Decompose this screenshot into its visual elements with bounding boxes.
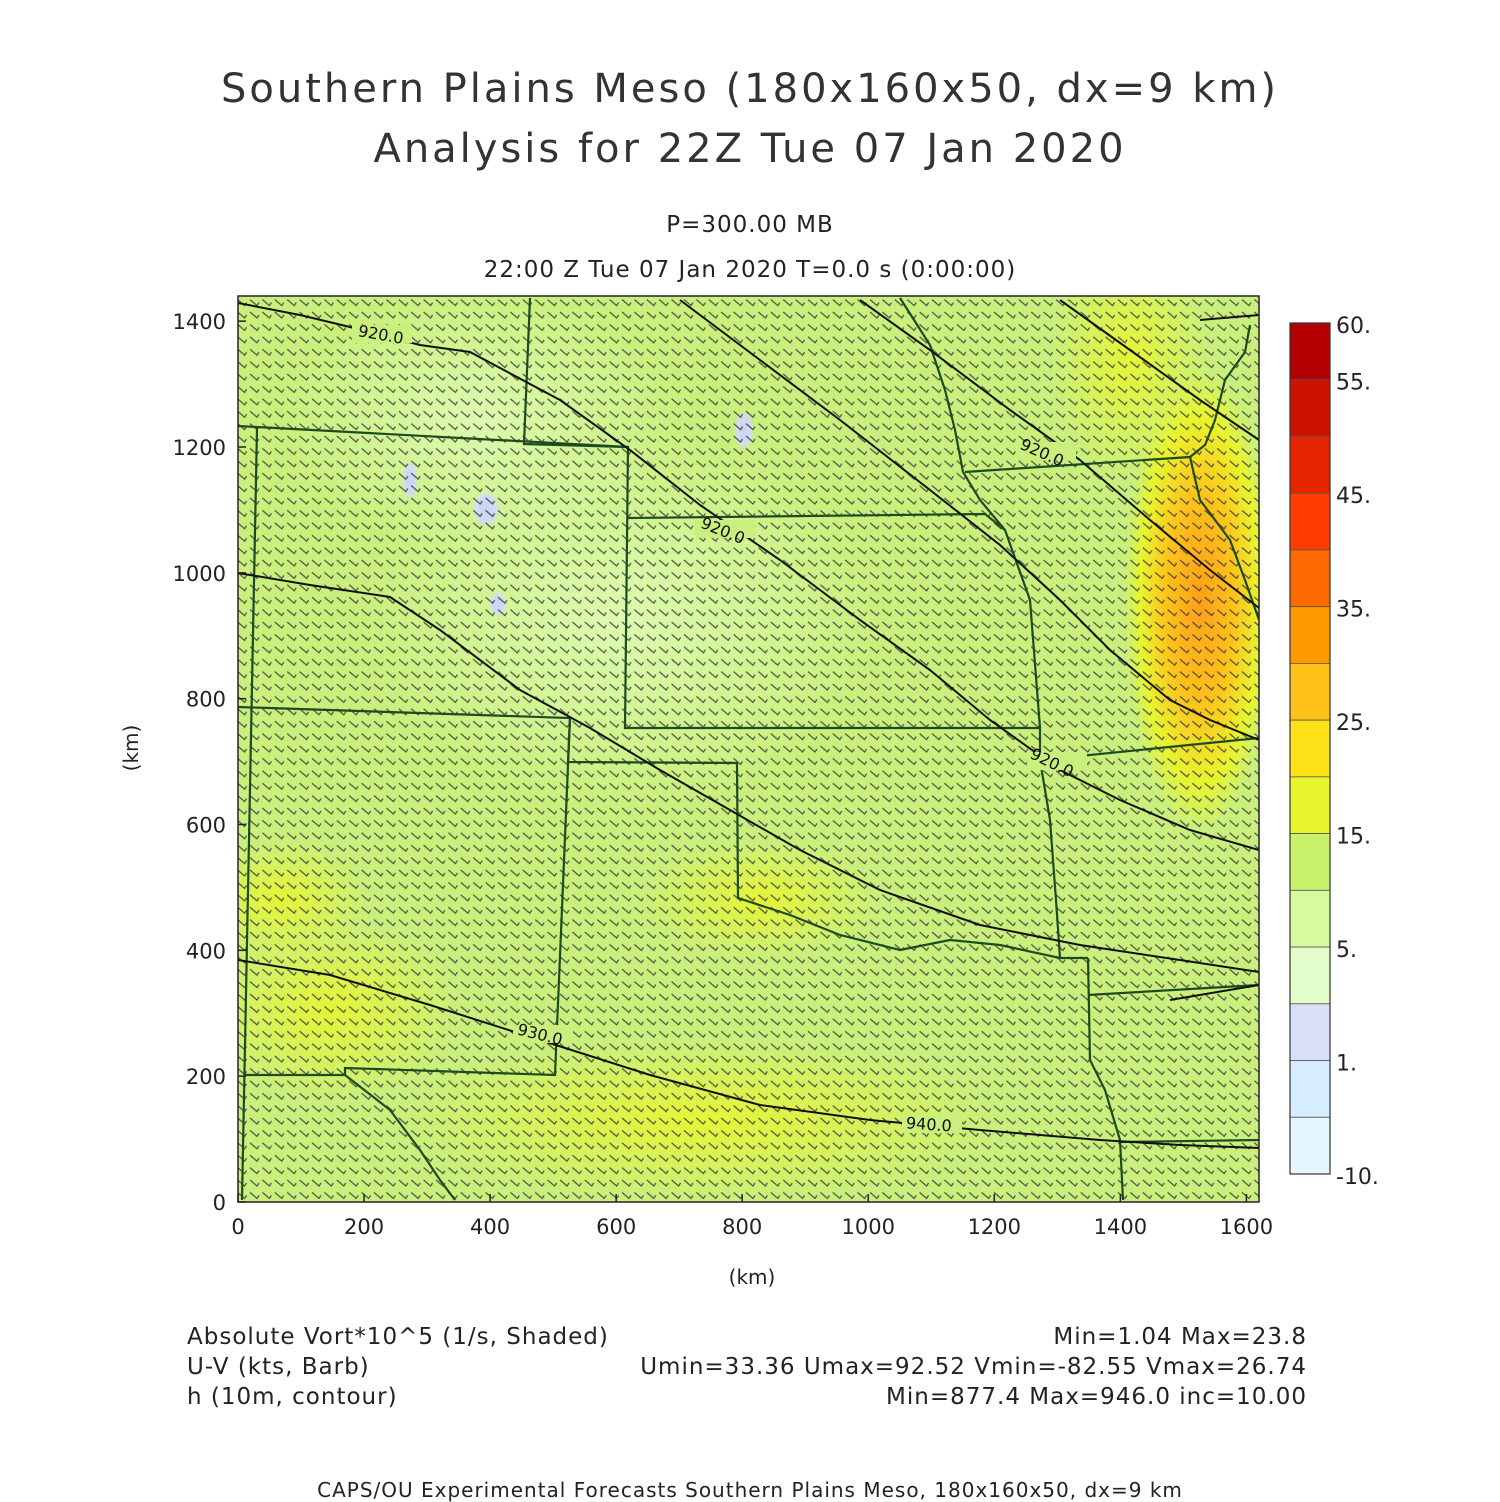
colorbar-swatch [1289,379,1331,437]
y-tick-label: 1200 [173,436,226,460]
y-tick-label: 200 [186,1065,226,1089]
state-border [1038,759,1062,959]
colorbar-label: 25. [1336,711,1371,736]
colorbar-swatch [1289,1003,1331,1061]
state-border [238,424,629,449]
pressure-level: P=300.00 MB [666,212,834,238]
colorbar-label: 35. [1336,598,1371,623]
legend-shaded: Absolute Vort*10^5 (1/s, Shaded) [187,1324,609,1350]
stats-wind: Umin=33.36 Umax=92.52 Vmin=-82.55 Vmax=2… [640,1354,1307,1380]
colorbar-swatch [1289,946,1331,1005]
contour-920 [679,299,1259,741]
stats-height: Min=877.4 Max=946.0 inc=10.00 [886,1384,1307,1410]
contour-920 [238,572,1259,973]
plot-frame [237,295,1260,1203]
y-axis: 0 200 400 600 800 1000 1200 1400 [173,310,246,1215]
plot-area: 920.0 920.0 920.0 920.0 930.0 940.0 [238,296,1259,1202]
colorbar-swatch [1289,606,1331,664]
x-axis-title: (km) [729,1265,776,1289]
state-border [899,297,1006,531]
colorbar: 60. 55. 45. 35. 25. 15. 5. 1. -10. [1289,314,1379,1190]
x-tick-label: 1000 [842,1215,895,1239]
x-tick-label: 1200 [968,1215,1021,1239]
title-line-2: Analysis for 22Z Tue 07 Jan 2020 [373,126,1127,172]
colorbar-swatch [1289,719,1331,778]
x-tick-label: 800 [722,1215,762,1239]
contour-910 [1199,314,1259,321]
colorbar-swatch [1289,663,1331,721]
legend-contour: h (10m, contour) [187,1384,398,1410]
colorbar-swatch [1289,889,1331,948]
state-border [1086,957,1125,1201]
x-tick-label: 200 [344,1215,384,1239]
state-borders [238,297,1259,1201]
colorbar-swatch [1289,1060,1331,1118]
colorbar-swatch [1289,776,1331,834]
colorbar-swatch [1289,833,1331,891]
y-tick-label: 600 [186,814,226,838]
x-axis: 0 200 400 600 800 1000 1200 1400 1600 [231,1194,1273,1239]
colorbar-label: 15. [1336,825,1371,850]
x-tick-label: 0 [231,1215,244,1239]
x-tick-label: 1600 [1220,1215,1273,1239]
contour-940 [1169,984,1259,1001]
y-axis-title: (km) [119,725,143,772]
contour-920 [859,299,1259,609]
legend-barbs: U-V (kts, Barb) [187,1354,370,1380]
x-tick-label: 400 [470,1215,510,1239]
colorbar-label: 1. [1336,1052,1357,1077]
colorbar-label: 5. [1336,938,1357,963]
footer: CAPS/OU Experimental Forecasts Southern … [317,1478,1183,1502]
colorbar-frame [1289,322,1331,1175]
colorbar-swatch [1289,322,1331,381]
y-tick-label: 0 [213,1191,226,1215]
y-tick-label: 800 [186,688,226,712]
x-tick-label: 1400 [1094,1215,1147,1239]
x-tick-label: 600 [596,1215,636,1239]
contour-910 [1059,299,1259,441]
valid-time: 22:00 Z Tue 07 Jan 2020 T=0.0 s (0:00:00… [483,257,1017,283]
state-border [1087,983,1259,997]
y-tick-label: 1000 [173,562,226,586]
colorbar-swatch [1289,1116,1331,1175]
colorbar-swatch [1289,549,1331,608]
colorbar-label: 60. [1336,314,1371,339]
title-line-1: Southern Plains Meso (180x160x50, dx=9 k… [220,66,1280,112]
state-border [240,427,259,1201]
colorbar-label: 45. [1336,484,1371,509]
contour-label: 940.0 [905,1113,952,1135]
colorbar-swatch [1289,492,1331,551]
y-tick-label: 1400 [173,310,226,334]
state-border [1188,456,1259,621]
state-border [245,717,572,1077]
state-border [344,1074,456,1201]
colorbar-swatch [1289,436,1331,494]
contour-940 [238,959,1259,1149]
colorbar-label: 55. [1336,371,1371,396]
colorbar-label: -10. [1336,1165,1379,1190]
wind-barbs [238,296,1259,1202]
y-tick-label: 400 [186,939,226,963]
state-border [1119,1138,1259,1144]
stats-vorticity: Min=1.04 Max=23.8 [1053,1324,1307,1350]
